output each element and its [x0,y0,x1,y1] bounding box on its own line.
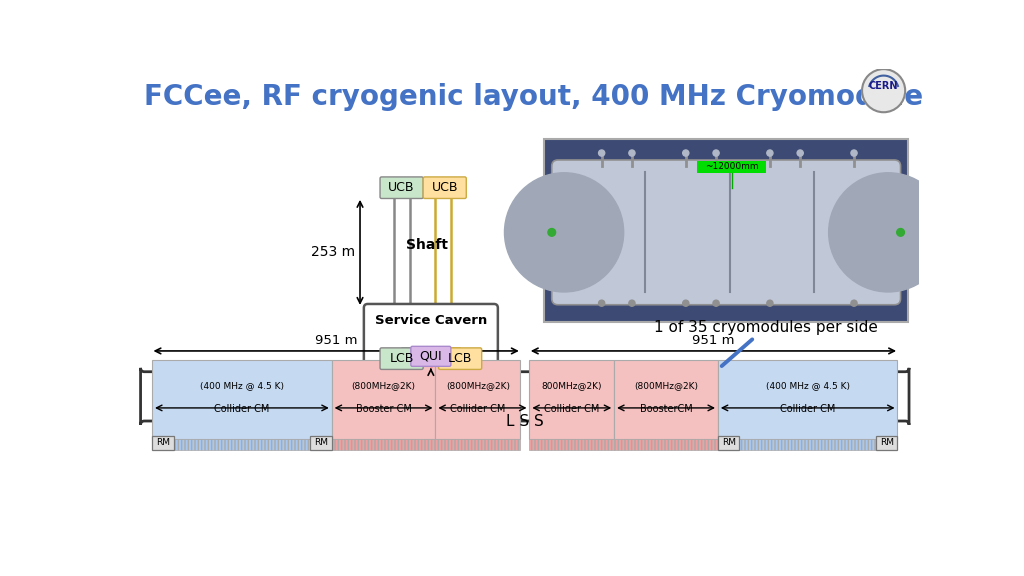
Text: Collider CM: Collider CM [451,404,506,414]
FancyBboxPatch shape [169,439,314,449]
FancyBboxPatch shape [697,161,766,173]
Text: 464m: 464m [225,397,259,410]
Text: 268m: 268m [367,397,400,410]
Circle shape [683,150,689,156]
FancyBboxPatch shape [435,360,520,439]
Circle shape [851,300,857,306]
FancyBboxPatch shape [364,304,498,381]
Circle shape [851,150,857,156]
Text: L S S: L S S [506,415,544,430]
Text: 50 m: 50 m [440,360,474,373]
Text: Collider CM: Collider CM [214,404,269,414]
FancyBboxPatch shape [718,435,739,449]
Text: (800MHz@2K): (800MHz@2K) [634,381,698,390]
Circle shape [767,300,773,306]
Circle shape [629,150,635,156]
FancyBboxPatch shape [140,368,909,425]
Circle shape [599,300,605,306]
Text: BoosterCM: BoosterCM [640,404,692,414]
FancyBboxPatch shape [718,360,897,439]
Text: RM: RM [722,438,735,447]
FancyBboxPatch shape [332,360,435,439]
FancyBboxPatch shape [735,439,881,449]
Text: Service Cavern: Service Cavern [375,314,487,327]
Text: UCB: UCB [431,181,458,194]
Text: FCCee, RF cryogenic layout, 400 MHz Cryomodule: FCCee, RF cryogenic layout, 400 MHz Cryo… [144,83,924,111]
FancyBboxPatch shape [614,360,718,439]
FancyBboxPatch shape [423,177,466,199]
FancyBboxPatch shape [552,160,900,305]
Text: LCB: LCB [389,352,414,365]
Text: (400 MHz @ 4.5 K): (400 MHz @ 4.5 K) [766,381,850,390]
Text: (400 MHz @ 4.5 K): (400 MHz @ 4.5 K) [200,381,284,390]
FancyBboxPatch shape [153,435,174,449]
Text: 253 m: 253 m [311,245,355,259]
Text: RM: RM [880,438,894,447]
Text: 800MHz@2K): 800MHz@2K) [542,381,602,390]
Text: RM: RM [156,438,170,447]
Text: ~12000mm: ~12000mm [705,162,759,172]
Circle shape [505,173,624,292]
Text: Shaft: Shaft [406,238,447,252]
Circle shape [797,150,803,156]
FancyBboxPatch shape [614,439,718,449]
Text: (800MHz@2K): (800MHz@2K) [351,381,416,390]
Circle shape [599,150,605,156]
Circle shape [629,300,635,306]
Circle shape [897,229,904,236]
Text: QUI: QUI [420,350,442,363]
FancyBboxPatch shape [411,346,451,366]
FancyBboxPatch shape [876,435,897,449]
Circle shape [713,300,719,306]
FancyBboxPatch shape [435,439,520,449]
Circle shape [767,150,773,156]
Circle shape [828,173,948,292]
FancyBboxPatch shape [153,360,332,439]
Text: UCB: UCB [388,181,415,194]
Text: Collider CM: Collider CM [544,404,599,414]
FancyBboxPatch shape [438,348,481,369]
FancyBboxPatch shape [380,177,423,199]
Text: Collider CM: Collider CM [780,404,836,414]
Text: Booster CM: Booster CM [355,404,412,414]
FancyBboxPatch shape [544,139,908,321]
Text: 464m: 464m [791,397,824,410]
Text: 951 m: 951 m [315,334,357,347]
Text: 268m: 268m [649,397,683,410]
Text: CERN: CERN [869,81,898,91]
FancyBboxPatch shape [529,439,614,449]
Text: LCB: LCB [447,352,472,365]
Circle shape [548,229,556,236]
Text: 951 m: 951 m [692,334,734,347]
Text: (800MHz@2K): (800MHz@2K) [445,381,510,390]
Text: 219 m: 219 m [553,397,591,410]
FancyBboxPatch shape [310,435,332,449]
Circle shape [713,150,719,156]
Circle shape [683,300,689,306]
FancyBboxPatch shape [529,360,614,439]
Text: RM: RM [314,438,328,447]
Text: 219m: 219m [466,397,500,410]
Circle shape [862,69,905,112]
FancyBboxPatch shape [332,439,435,449]
Text: 1 of 35 cryomodules per side: 1 of 35 cryomodules per side [654,320,878,366]
FancyBboxPatch shape [380,348,423,369]
